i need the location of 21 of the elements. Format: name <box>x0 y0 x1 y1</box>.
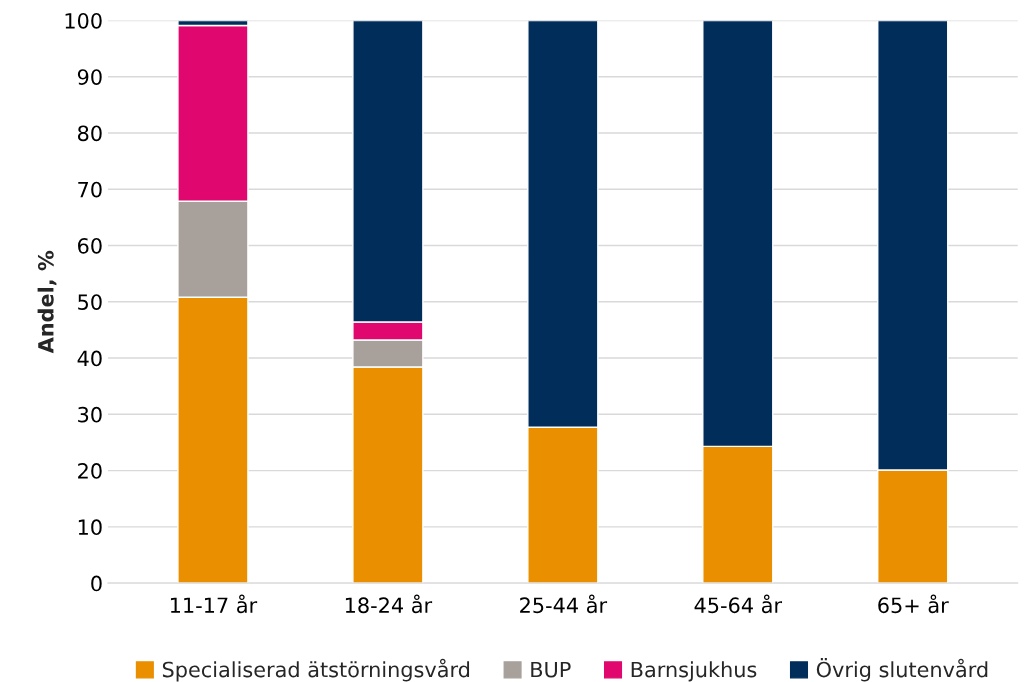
legend-label: BUP <box>531 661 571 678</box>
legend-label: Specialiserad ätstörningsvård <box>162 658 470 682</box>
y-tick-label: 40 <box>77 350 102 367</box>
y-tick-label: 100 <box>65 12 102 29</box>
x-tick-label: 11-17 år <box>170 594 258 614</box>
legend-label: Övrig slutenvård <box>816 658 988 682</box>
y-tick-label: 30 <box>78 406 102 423</box>
y-tick-label: 10 <box>78 519 102 536</box>
x-tick-label: 18-24 år <box>345 594 433 614</box>
y-tick-label: 60 <box>78 237 102 254</box>
legend-label: Barnsjukhus <box>631 661 757 682</box>
y-axis-title: Andel, % <box>37 250 57 354</box>
y-tick-label: 50 <box>78 294 102 310</box>
x-tick-label: 65+ år <box>878 594 949 614</box>
y-tick-label: 0 <box>91 575 102 592</box>
x-tick-label: 25-44 år <box>520 594 608 614</box>
y-tick-label: 20 <box>78 463 102 479</box>
y-tick-label: 70 <box>78 181 102 198</box>
y-tick-label: 80 <box>77 125 102 142</box>
y-tick-label: 90 <box>77 69 102 85</box>
x-tick-label: 45-64 år <box>694 594 783 614</box>
